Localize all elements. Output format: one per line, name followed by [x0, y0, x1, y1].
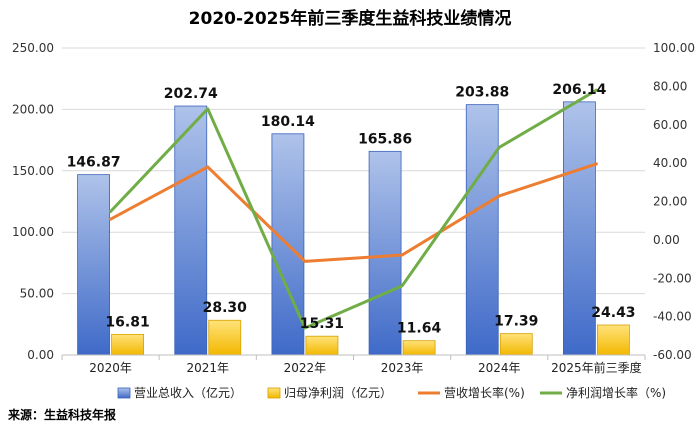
revenue-bar	[563, 101, 596, 356]
x-tick-label: 2025年前三季度	[551, 360, 642, 375]
profit-bar	[402, 340, 436, 356]
profit-bar	[499, 333, 533, 356]
revenue-data-label: 206.14	[552, 82, 606, 98]
y-right-tick-label: 80.00	[653, 79, 687, 93]
legend-profit-growth-label: 净利润增长率（%)	[566, 385, 666, 400]
profit-data-label: 11.64	[397, 321, 442, 337]
profit-bar	[597, 324, 630, 356]
legend-revenue-growth: 营收增长率(%)	[418, 385, 525, 400]
bars-layer	[77, 101, 630, 356]
y-left-tick-label: 200.00	[12, 102, 54, 116]
y-left-tick-label: 100.00	[12, 225, 54, 239]
y-right-tick-label: 100.00	[653, 41, 695, 55]
y-right-tick-label: 60.00	[653, 118, 687, 132]
y-right-tick-label: 20.00	[653, 195, 687, 209]
y-right-tick-label: -40.00	[653, 310, 692, 324]
legend-profit-swatch	[267, 387, 281, 399]
legend: 营业总收入（亿元） 归母净利润（亿元） 营收增长率(%) 净利润增长率（%)	[117, 385, 666, 400]
chart-title: 2020-2025年前三季度生益科技业绩情况	[189, 8, 512, 29]
axes-layer: 0.00 50.00 100.00 150.00 200.00 250.00 -60.00 -…	[12, 41, 695, 375]
legend-revenue-swatch	[117, 387, 131, 399]
profit-data-label: 15.31	[300, 316, 344, 332]
x-tick-label: 2021年	[186, 361, 229, 375]
y-right-tick-label: -60.00	[653, 348, 692, 362]
profit-data-label: 24.43	[591, 305, 635, 321]
y-left-tick-label: 250.00	[12, 41, 54, 55]
profit-bar	[208, 319, 242, 356]
revenue-growth-line	[109, 162, 598, 263]
legend-revenue-label: 营业总收入（亿元）	[134, 385, 242, 400]
revenue-data-label: 165.86	[358, 131, 412, 147]
legend-revenue-growth-label: 营收增长率(%)	[444, 385, 525, 400]
source-note: 来源：生益科技年报	[7, 407, 116, 422]
x-tick-label: 2020年	[89, 361, 132, 375]
profit-growth-line	[109, 88, 598, 330]
legend-profit: 归母净利润（亿元）	[267, 385, 392, 400]
x-tick-label: 2023年	[381, 361, 424, 375]
x-tick-label: 2022年	[284, 361, 327, 375]
profit-data-label: 17.39	[494, 314, 538, 330]
lines-layer	[109, 88, 598, 330]
revenue-bar	[465, 104, 499, 356]
profit-bar	[305, 335, 339, 356]
labels-layer: 146.87 202.74 180.14 165.86 203.88 206.14 16.8…	[67, 82, 636, 337]
revenue-data-label: 146.87	[67, 155, 121, 171]
legend-profit-growth: 净利润增长率（%)	[540, 385, 666, 400]
y-right-tick-label: -20.00	[653, 271, 692, 285]
revenue-data-label: 180.14	[261, 114, 315, 130]
y-left-tick-label: 50.00	[20, 287, 54, 301]
revenue-bar	[174, 105, 208, 356]
revenue-data-label: 203.88	[455, 85, 509, 101]
y-right-tick-label: 40.00	[653, 156, 687, 170]
x-tick-label: 2024年	[478, 361, 521, 375]
profit-data-label: 16.81	[105, 314, 149, 330]
legend-revenue: 营业总收入（亿元）	[117, 385, 242, 400]
profit-bar	[111, 333, 144, 356]
y-left-tick-label: 0.00	[27, 348, 54, 362]
legend-profit-label: 归母净利润（亿元）	[284, 385, 392, 400]
profit-data-label: 28.30	[203, 300, 248, 316]
revenue-data-label: 202.74	[164, 86, 218, 102]
y-right-tick-label: 0.00	[653, 233, 680, 247]
revenue-bar	[368, 150, 402, 356]
y-left-tick-label: 150.00	[12, 164, 54, 178]
